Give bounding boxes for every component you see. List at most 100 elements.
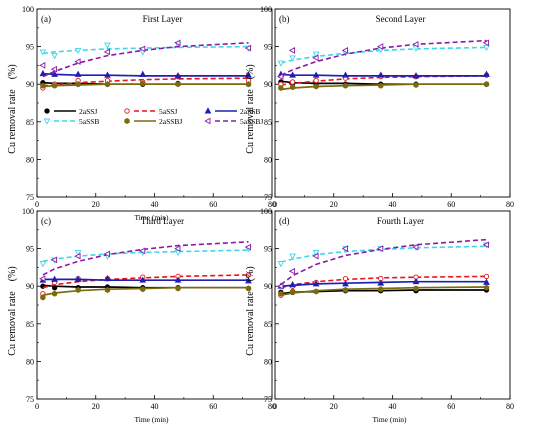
- y-axis-label: Cu removal rate (%): [7, 266, 18, 355]
- data-point-5aSSBJ: [138, 247, 146, 255]
- series-5aSSJ: [278, 273, 490, 298]
- x-tick-label: 40: [389, 200, 397, 209]
- fit-line-5aSSBJ: [42, 241, 249, 276]
- series-5aSSBJ: [39, 39, 251, 78]
- x-tick-label: 0: [35, 200, 39, 209]
- data-point-2aSSB: [139, 276, 147, 283]
- x-tick-label: 60: [209, 200, 217, 209]
- y-tick-label: 85: [26, 320, 34, 329]
- data-point-5aSSJ: [313, 77, 319, 84]
- data-point-2aSSBJ: [278, 84, 284, 92]
- data-point-5aSSBJ: [103, 48, 110, 56]
- legend-label-5aSSBJ: 5aSSBJ: [240, 117, 263, 126]
- data-point-5aSSBJ: [74, 252, 81, 260]
- data-point-5aSSB: [74, 47, 82, 55]
- data-point-2aSSBJ: [342, 286, 349, 294]
- data-point-5aSSBJ: [341, 245, 348, 252]
- data-point-2aSSJ: [51, 285, 58, 291]
- series-2aSSB: [39, 69, 252, 79]
- x-tick-label: 80: [506, 402, 514, 411]
- panel-label: (c): [41, 216, 51, 226]
- x-axis-label: Time (min): [134, 213, 169, 222]
- y-tick-label: 80: [26, 155, 34, 164]
- series-2aSSBJ: [278, 284, 490, 297]
- data-point-5aSSBJ: [482, 39, 489, 47]
- y-tick-label: 100: [22, 5, 34, 14]
- data-point-2aSSBJ: [104, 286, 111, 294]
- data-point-2aSSBJ: [313, 83, 319, 90]
- legend-label-5aSSB: 5aSSB: [79, 117, 99, 126]
- x-tick-label: 60: [447, 200, 455, 209]
- data-point-5aSSBJ: [50, 256, 58, 264]
- x-tick-label: 20: [92, 402, 100, 411]
- y-tick-label: 75: [26, 395, 34, 404]
- data-point-2aSSBJ: [483, 81, 490, 88]
- y-tick-label: 85: [264, 118, 272, 127]
- legend-marker-2aSSB: [204, 107, 212, 114]
- x-tick-label: 80: [268, 200, 276, 209]
- x-tick-label: 20: [330, 402, 338, 411]
- data-point-5aSSB: [312, 249, 320, 257]
- data-point-5aSSB: [51, 53, 58, 60]
- data-point-2aSSB: [312, 280, 320, 287]
- panel-title: First Layer: [143, 14, 183, 24]
- panel-label: (d): [279, 216, 290, 226]
- fit-line-2aSSBJ: [42, 286, 249, 297]
- legend-marker-5aSSJ: [124, 108, 130, 114]
- x-tick-label: 20: [92, 200, 100, 209]
- data-point-2aSSBJ: [40, 294, 46, 301]
- fit-line-5aSSBJ: [42, 42, 249, 78]
- y-tick-label: 95: [26, 245, 34, 254]
- legend-marker-5aSSB: [43, 118, 51, 125]
- legend-marker-2aSSJ: [44, 108, 50, 114]
- panel-title: Third Layer: [141, 216, 184, 226]
- data-point-5aSSBJ: [50, 65, 58, 73]
- x-tick-label: 0: [273, 402, 277, 411]
- series-5aSSBJ: [277, 238, 489, 290]
- data-point-5aSSBJ: [312, 54, 319, 62]
- data-point-5aSSBJ: [244, 44, 251, 52]
- y-tick-label: 100: [260, 5, 272, 14]
- y-tick-label: 100: [22, 207, 34, 216]
- fit-line-5aSSB: [280, 46, 487, 64]
- data-point-2aSSB: [342, 280, 349, 287]
- y-tick-label: 100: [260, 207, 272, 216]
- y-tick-label: 90: [26, 282, 34, 291]
- y-tick-label: 95: [26, 43, 34, 52]
- fit-line-5aSSB: [280, 245, 487, 263]
- x-tick-label: 20: [330, 200, 338, 209]
- data-point-5aSSBJ: [39, 62, 46, 69]
- data-point-2aSSBJ: [378, 82, 384, 89]
- data-point-2aSSB: [174, 72, 182, 79]
- y-tick-label: 80: [26, 357, 34, 366]
- fit-line-5aSSB: [42, 249, 249, 263]
- panel-label: (b): [279, 14, 290, 24]
- data-point-5aSSBJ: [244, 243, 251, 251]
- data-point-2aSSB: [412, 72, 420, 79]
- data-point-2aSSBJ: [104, 81, 111, 88]
- data-point-2aSSBJ: [245, 81, 252, 88]
- series-2aSSBJ: [40, 285, 252, 301]
- legend-label-5aSSJ: 5aSSJ: [159, 107, 177, 116]
- data-point-2aSSBJ: [75, 286, 81, 294]
- plot-frame: [36, 210, 273, 400]
- fit-line-2aSSB: [42, 278, 249, 282]
- data-point-5aSSBJ: [312, 252, 319, 260]
- panel-title: Fourth Layer: [377, 216, 424, 226]
- fit-line-2aSSB: [280, 73, 487, 77]
- data-point-2aSSBJ: [140, 80, 146, 87]
- fit-line-5aSSB: [42, 45, 249, 55]
- data-point-2aSSBJ: [245, 285, 252, 292]
- data-point-2aSSBJ: [278, 290, 284, 297]
- data-point-5aSSBJ: [39, 275, 46, 283]
- legend-marker-2aSSBJ: [124, 117, 130, 125]
- x-tick-label: 40: [389, 402, 397, 411]
- data-point-2aSSB: [74, 275, 82, 282]
- data-point-2aSSB: [312, 71, 320, 78]
- data-point-2aSSBJ: [342, 82, 349, 89]
- data-point-5aSSBJ: [376, 43, 384, 50]
